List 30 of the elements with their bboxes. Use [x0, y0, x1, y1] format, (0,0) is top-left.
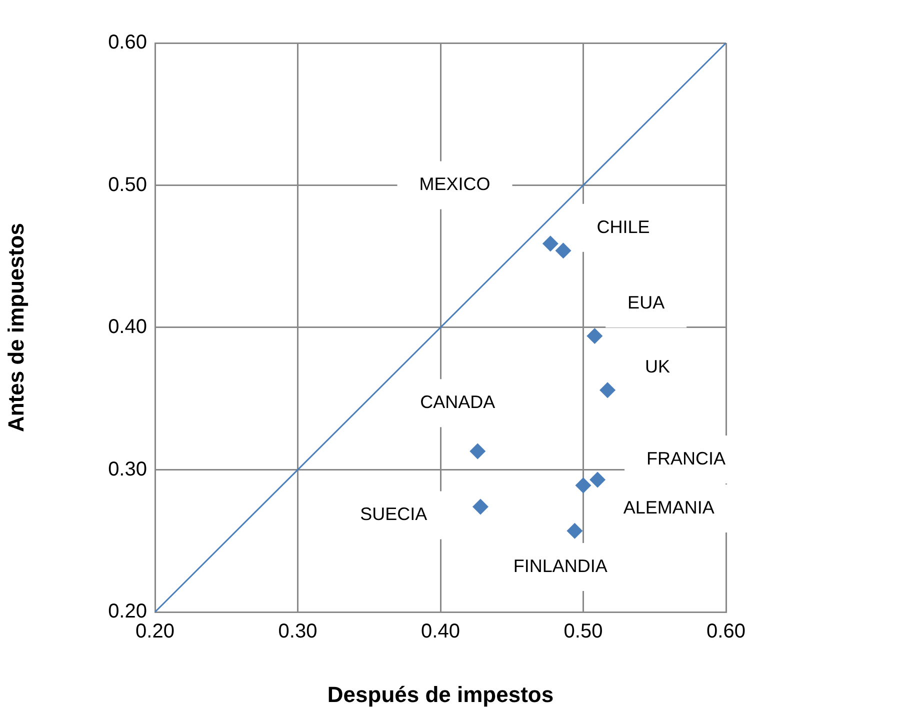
annotation: UK	[644, 356, 670, 376]
x-tick-label: 0.20	[136, 620, 174, 643]
point	[472, 498, 488, 515]
y-tick-label: 0.20	[108, 600, 147, 623]
point	[542, 236, 558, 252]
y-tick-label: 0.50	[108, 174, 147, 196]
point	[555, 242, 572, 259]
annotation: CHILE	[596, 216, 650, 237]
annotation: ALEMANIA	[623, 497, 714, 518]
y-tick-label: 0.30	[108, 458, 147, 480]
x-tick-label: 0.50	[564, 620, 603, 643]
point	[575, 477, 592, 494]
x-tick-label: 0.30	[278, 620, 318, 643]
point	[586, 328, 603, 344]
annotation: MEXICO	[419, 174, 490, 194]
annotation: FRANCIA	[646, 448, 726, 468]
x-axis-title: Después de impestos	[327, 682, 554, 707]
annotation: SUECIA	[360, 504, 428, 524]
y-tick-label: 0.40	[108, 316, 147, 338]
annotation: CANADA	[420, 392, 496, 412]
annotation: EUA	[628, 292, 665, 313]
point	[470, 443, 486, 460]
y-tick-label: 0.60	[108, 32, 147, 54]
point	[600, 382, 616, 398]
point	[590, 472, 606, 488]
point	[566, 522, 583, 539]
y-axis-title: Antes de impuestos	[3, 222, 28, 432]
annotation: FINLANDIA	[513, 556, 608, 576]
x-tick-label: 0.40	[421, 620, 460, 643]
x-tick-label: 0.60	[706, 620, 746, 643]
